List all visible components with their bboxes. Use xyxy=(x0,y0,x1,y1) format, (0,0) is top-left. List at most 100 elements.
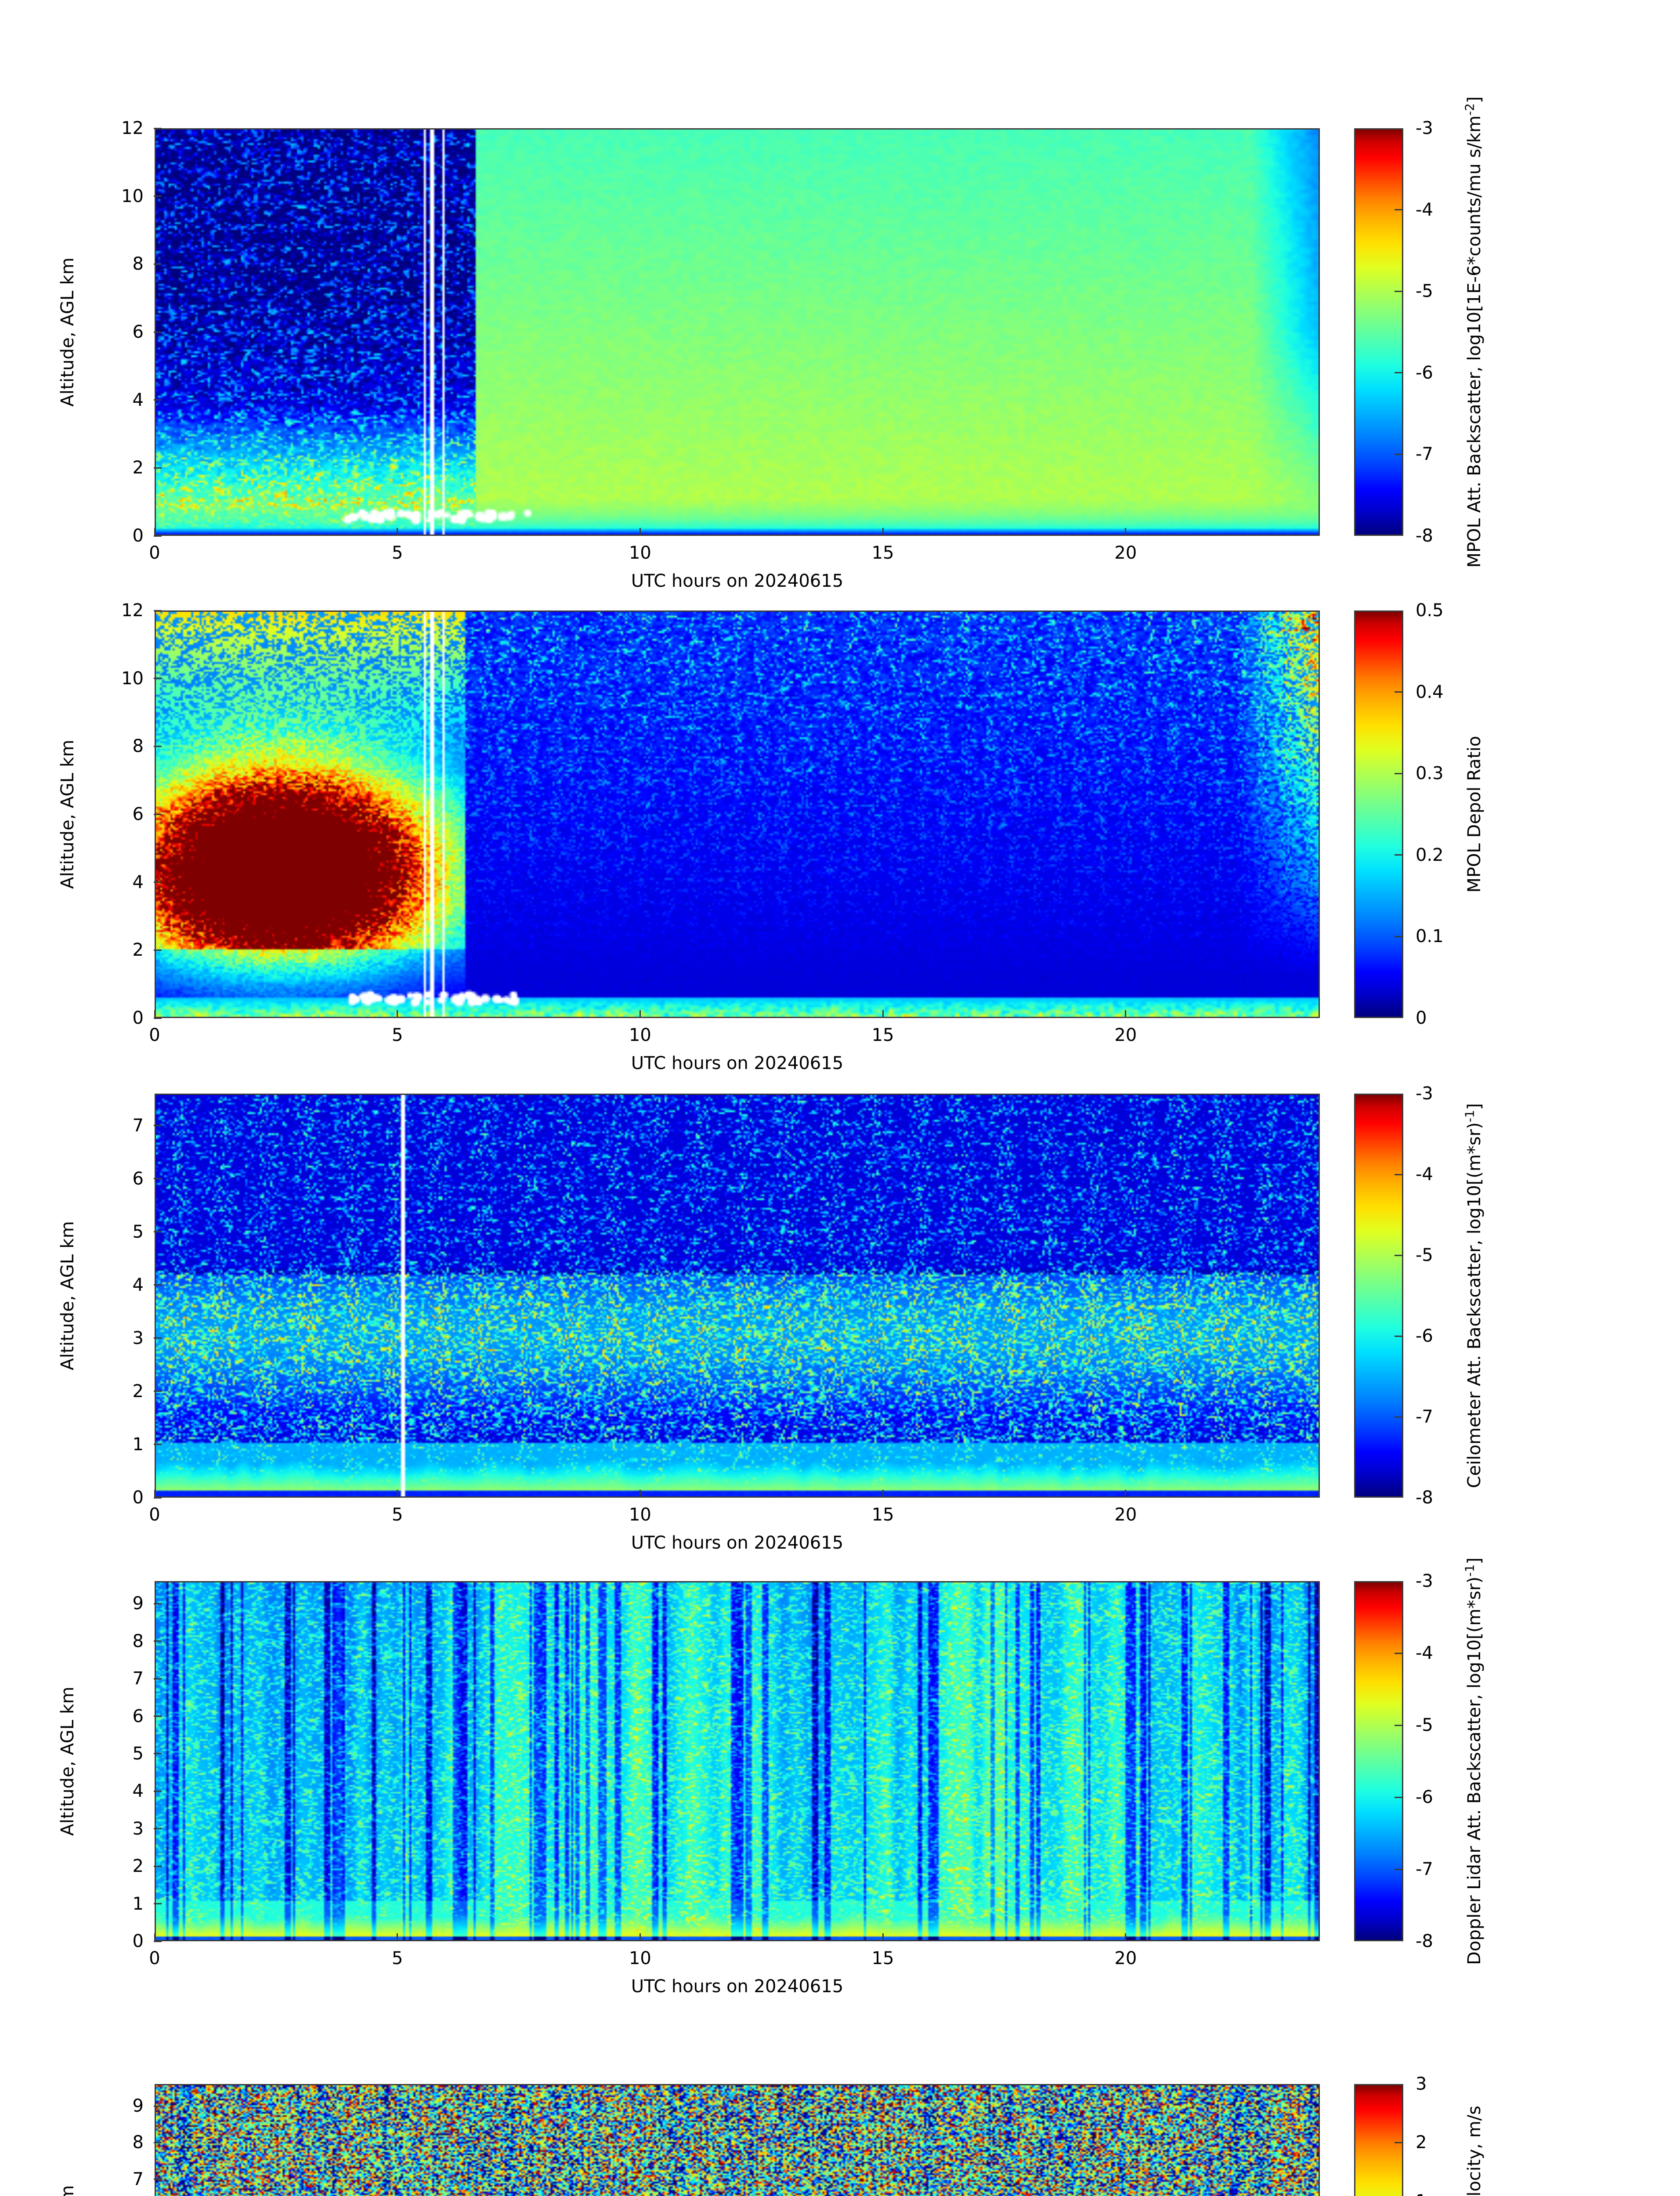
y-tick-label-panel-2: 2 xyxy=(132,940,144,961)
y-axis-label-panel-3: Altitude, AGL km xyxy=(58,1221,78,1370)
y-tick-mark xyxy=(154,1497,162,1499)
plot-area-panel-1 xyxy=(155,128,1320,536)
colorbar-label-tail: ] xyxy=(1464,1557,1485,1564)
y-tick-label-panel-4: 1 xyxy=(132,1893,144,1914)
y-tick-mark xyxy=(154,263,162,265)
y-tick-mark xyxy=(154,1178,162,1180)
y-tick-mark xyxy=(154,399,162,401)
y-tick-label-panel-2: 8 xyxy=(132,736,144,757)
y-tick-label-panel-3: 4 xyxy=(132,1275,144,1295)
y-tick-mark xyxy=(154,1444,162,1445)
y-tick-label-panel-5: 8 xyxy=(132,2132,144,2153)
y-tick-label-panel-4: 4 xyxy=(132,1781,144,1802)
x-tick-mark xyxy=(154,1010,155,1018)
y-tick-mark xyxy=(154,1640,162,1642)
y-tick-mark xyxy=(154,881,162,883)
y-tick-mark xyxy=(154,678,162,679)
x-axis-label-panel-3: UTC hours on 20240615 xyxy=(631,1533,844,1553)
x-tick-label-panel-1: 10 xyxy=(629,543,651,563)
y-tick-mark xyxy=(154,1125,162,1127)
x-tick-mark xyxy=(639,1490,641,1498)
colorbar-tick-label-panel-3: -4 xyxy=(1416,1164,1433,1185)
heatmap-canvas-panel-4 xyxy=(156,1582,1319,1940)
x-tick-mark xyxy=(1125,1010,1127,1018)
colorbar-tick-mark xyxy=(1395,290,1402,292)
colorbar-tick-mark xyxy=(1395,1254,1402,1256)
y-tick-label-panel-1: 0 xyxy=(132,526,144,546)
y-tick-label-panel-4: 9 xyxy=(132,1593,144,1614)
colorbar-tick-label-panel-2: 0.2 xyxy=(1416,845,1444,865)
heatmap-canvas-panel-1 xyxy=(156,130,1319,535)
y-tick-mark xyxy=(154,1865,162,1867)
colorbar-tick-mark xyxy=(1395,1335,1402,1337)
y-tick-label-panel-3: 3 xyxy=(132,1328,144,1348)
colorbar-label-text: Doppler Lidar Att. Backscatter, log10[(m… xyxy=(1464,1576,1485,1965)
y-tick-label-panel-3: 2 xyxy=(132,1381,144,1401)
x-tick-mark xyxy=(397,1010,398,1018)
colorbar-label-text: Ceilometer Att. Backscatter, log10[(m*sr… xyxy=(1464,1122,1485,1488)
x-tick-label-panel-2: 10 xyxy=(629,1025,651,1045)
plot-area-panel-3 xyxy=(155,1094,1320,1498)
colorbar-tick-label-panel-3: -8 xyxy=(1416,1488,1433,1508)
x-tick-label-panel-3: 5 xyxy=(391,1505,403,1525)
x-tick-mark xyxy=(882,1490,884,1498)
colorbar-tick-label-panel-1: -7 xyxy=(1416,444,1433,465)
y-tick-mark xyxy=(154,813,162,815)
colorbar-tick-mark xyxy=(1395,773,1402,774)
colorbar-label-panel-5: Doppler Lidar Vertical Velocity, m/s xyxy=(1463,2106,1485,2196)
colorbar-tick-label-panel-3: -3 xyxy=(1416,1084,1433,1104)
y-axis-label-panel-2: Altitude, AGL km xyxy=(58,740,78,889)
colorbar-label-text: MPOL Depol Ratio xyxy=(1464,736,1485,893)
x-tick-label-panel-4: 15 xyxy=(871,1948,894,1968)
colorbar-panel-2 xyxy=(1354,610,1403,1018)
x-tick-label-panel-2: 15 xyxy=(871,1025,894,1045)
y-tick-label-panel-4: 3 xyxy=(132,1818,144,1839)
colorbar-panel-4 xyxy=(1354,1581,1403,1941)
colorbar-tick-label-panel-4: -6 xyxy=(1416,1787,1433,1807)
x-tick-label-panel-4: 5 xyxy=(391,1948,403,1968)
y-tick-label-panel-1: 4 xyxy=(132,390,144,410)
colorbar-label-tail: ] xyxy=(1464,96,1485,104)
x-tick-label-panel-4: 20 xyxy=(1114,1948,1137,1968)
colorbar-tick-mark xyxy=(1395,1652,1402,1654)
x-tick-mark xyxy=(882,1933,884,1941)
colorbar-label-text: Doppler Lidar Vertical Velocity, m/s xyxy=(1464,2106,1485,2196)
colorbar-tick-mark xyxy=(1395,2142,1402,2143)
colorbar-tick-label-panel-4: -7 xyxy=(1416,1859,1433,1879)
colorbar-tick-label-panel-2: 0.4 xyxy=(1416,682,1444,702)
x-tick-mark xyxy=(397,1490,398,1498)
colorbar-tick-mark xyxy=(1395,1796,1402,1798)
x-tick-mark xyxy=(154,1490,155,1498)
x-axis-label-panel-1: UTC hours on 20240615 xyxy=(631,571,844,591)
x-tick-label-panel-2: 20 xyxy=(1114,1025,1137,1045)
heatmap-canvas-panel-5 xyxy=(156,2085,1319,2196)
y-tick-label-panel-2: 6 xyxy=(132,804,144,824)
x-tick-label-panel-4: 0 xyxy=(149,1948,160,1968)
y-tick-label-panel-4: 5 xyxy=(132,1743,144,1764)
colorbar-tick-label-panel-2: 0.3 xyxy=(1416,763,1444,784)
colorbar-tick-label-panel-4: -5 xyxy=(1416,1715,1433,1735)
colorbar-tick-label-panel-1: -6 xyxy=(1416,362,1433,383)
colorbar-tick-label-panel-4: -3 xyxy=(1416,1571,1433,1591)
x-tick-mark xyxy=(397,528,398,536)
colorbar-tick-label-panel-2: 0.1 xyxy=(1416,926,1444,947)
colorbar-tick-label-panel-3: -7 xyxy=(1416,1407,1433,1427)
y-tick-label-panel-1: 2 xyxy=(132,458,144,478)
y-tick-mark xyxy=(154,127,162,129)
y-tick-mark xyxy=(154,1828,162,1830)
y-tick-label-panel-3: 1 xyxy=(132,1434,144,1455)
y-tick-mark xyxy=(154,1017,162,1019)
y-tick-mark xyxy=(154,535,162,537)
x-tick-mark xyxy=(154,1933,155,1941)
colorbar-tick-mark xyxy=(1395,854,1402,856)
y-tick-label-panel-5: 9 xyxy=(132,2096,144,2116)
colorbar-tick-label-panel-3: -5 xyxy=(1416,1245,1433,1265)
y-tick-mark xyxy=(154,1790,162,1792)
y-tick-label-panel-5: 7 xyxy=(132,2169,144,2189)
x-tick-label-panel-3: 0 xyxy=(149,1505,160,1525)
x-tick-label-panel-1: 5 xyxy=(391,543,403,563)
x-tick-label-panel-1: 0 xyxy=(149,543,160,563)
colorbar-label-superscript: -1 xyxy=(1462,1110,1477,1123)
colorbar-tick-mark xyxy=(1395,1174,1402,1175)
y-tick-label-panel-1: 6 xyxy=(132,322,144,342)
